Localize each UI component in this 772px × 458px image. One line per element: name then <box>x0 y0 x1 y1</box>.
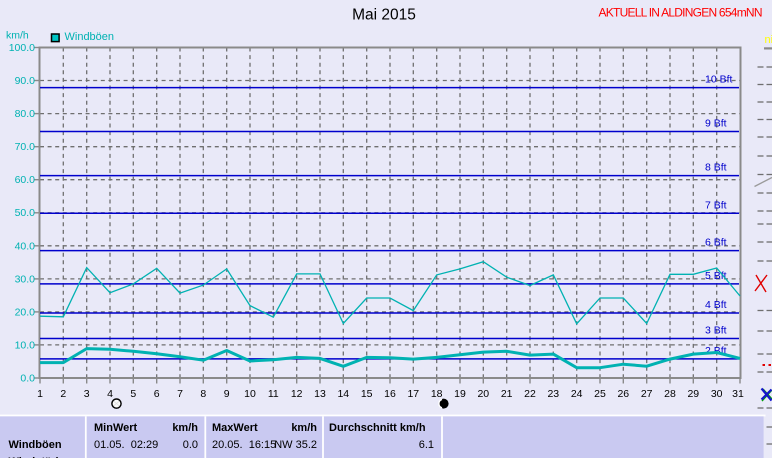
svg-text:Windstärke: Windstärke <box>9 456 68 458</box>
svg-text:21: 21 <box>501 388 513 400</box>
svg-text:AKTUELL IN ALDINGEN 654mNN: AKTUELL IN ALDINGEN 654mNN <box>599 6 763 20</box>
svg-text:30.0: 30.0 <box>15 273 36 285</box>
svg-text:km/h: km/h <box>291 422 317 434</box>
svg-text:31: 31 <box>732 388 744 400</box>
svg-text:Durchschnitt km/h: Durchschnitt km/h <box>329 422 426 434</box>
svg-text:8 Bft: 8 Bft <box>705 162 727 174</box>
svg-text:29: 29 <box>687 388 699 400</box>
svg-text:3 Bft: 3 Bft <box>705 325 727 337</box>
svg-text:8: 8 <box>200 388 206 400</box>
svg-text:6 Bft: 6 Bft <box>705 237 727 249</box>
svg-text:20.0: 20.0 <box>15 306 36 318</box>
svg-text:11: 11 <box>268 388 279 400</box>
svg-text:19: 19 <box>454 388 466 400</box>
svg-text:60.0: 60.0 <box>15 174 36 186</box>
svg-text:0.0: 0.0 <box>183 439 198 451</box>
svg-text:10: 10 <box>244 388 256 400</box>
svg-text:3: 3 <box>84 388 90 400</box>
svg-text:01.05. 02:29: 01.05. 02:29 <box>94 439 158 451</box>
svg-text:20: 20 <box>477 388 489 400</box>
svg-text:9 Bft: 9 Bft <box>705 118 727 130</box>
svg-text:4: 4 <box>107 388 113 400</box>
svg-text:22: 22 <box>524 388 536 400</box>
svg-text:NW 35.2: NW 35.2 <box>274 439 317 451</box>
svg-text:5: 5 <box>130 388 136 400</box>
svg-text:40.0: 40.0 <box>15 240 36 252</box>
svg-text:18: 18 <box>431 388 443 400</box>
svg-text:MaxWert: MaxWert <box>212 422 258 434</box>
svg-text:7 Bft: 7 Bft <box>705 199 727 211</box>
svg-text:24: 24 <box>571 388 583 400</box>
svg-text:14: 14 <box>337 388 349 400</box>
svg-text:100.0: 100.0 <box>9 42 35 54</box>
svg-text:Mai 2015: Mai 2015 <box>352 7 416 24</box>
svg-text:6: 6 <box>154 388 160 400</box>
svg-text:13: 13 <box>314 388 326 400</box>
svg-text:20.05. 16:15: 20.05. 16:15 <box>212 439 276 451</box>
svg-text:nie: nie <box>765 34 772 46</box>
svg-text:80.0: 80.0 <box>15 108 36 120</box>
svg-text:0.0: 0.0 <box>20 373 35 385</box>
svg-text:Windböen: Windböen <box>9 439 62 451</box>
svg-text:4 Bft: 4 Bft <box>705 299 727 311</box>
svg-text:16: 16 <box>384 388 396 400</box>
svg-text:17: 17 <box>407 388 419 400</box>
svg-text:10.0: 10.0 <box>15 339 36 351</box>
svg-text:28: 28 <box>664 388 676 400</box>
svg-text:10 Bft: 10 Bft <box>705 74 733 86</box>
svg-text:90.0: 90.0 <box>15 75 36 87</box>
svg-text:km/h: km/h <box>172 422 198 434</box>
svg-text:1: 1 <box>37 388 43 400</box>
svg-text:23: 23 <box>547 388 559 400</box>
svg-text:30: 30 <box>711 388 723 400</box>
svg-text:2: 2 <box>60 388 66 400</box>
svg-text:27: 27 <box>641 388 653 400</box>
svg-text:7: 7 <box>177 388 183 400</box>
svg-text:km/h: km/h <box>6 30 29 42</box>
svg-text:9: 9 <box>224 388 230 400</box>
svg-text:6.1: 6.1 <box>419 439 434 451</box>
svg-text:15: 15 <box>361 388 373 400</box>
svg-text:25: 25 <box>594 388 606 400</box>
svg-text:MinWert: MinWert <box>94 422 138 434</box>
svg-text:Windböen: Windböen <box>65 31 115 43</box>
svg-text:50.0: 50.0 <box>15 207 36 219</box>
svg-text:12: 12 <box>291 388 303 400</box>
svg-text:70.0: 70.0 <box>15 141 36 153</box>
svg-text:26: 26 <box>617 388 629 400</box>
